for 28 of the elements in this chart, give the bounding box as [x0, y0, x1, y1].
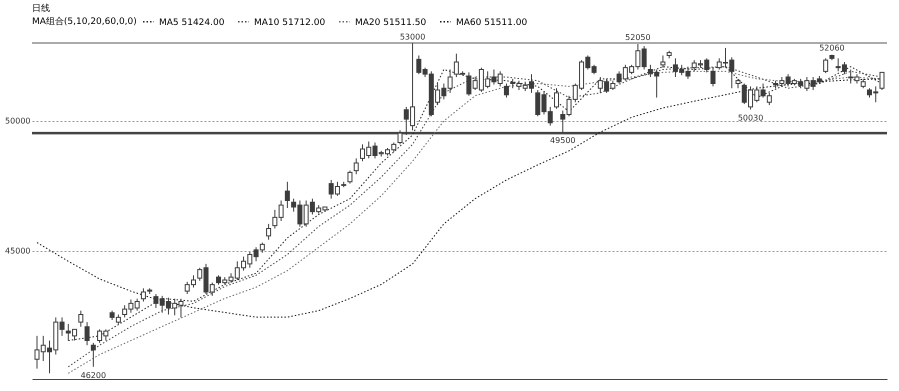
candlestick — [84, 322, 90, 346]
annotation: 52050 — [625, 33, 651, 42]
annotation: 46200 — [80, 370, 106, 380]
chart-title: 日线 — [32, 3, 50, 14]
candlestick — [140, 288, 146, 302]
candlestick — [354, 158, 359, 175]
line-series — [36, 78, 882, 318]
candlestick — [266, 223, 272, 240]
annotation: 53000 — [400, 32, 426, 42]
candlestick — [860, 78, 866, 89]
legend-title: MA组合(5,10,20,60,0,0) — [32, 16, 137, 27]
candlestick — [736, 78, 741, 89]
candlestick — [284, 181, 290, 209]
annotation: 49500 — [550, 136, 576, 146]
legend-label: MA60 51511.00 — [456, 18, 528, 28]
legend-label: MA5 51424.00 — [159, 18, 225, 28]
candlestick — [347, 170, 352, 184]
y-tick-label: 50000 — [5, 116, 30, 126]
annotation: 52060 — [819, 44, 845, 53]
candlestick — [554, 88, 560, 110]
candlestick — [823, 58, 828, 74]
y-tick-label: 45000 — [5, 246, 30, 256]
candlestick — [504, 83, 509, 98]
annotation: 50030 — [738, 114, 764, 123]
candlestick — [78, 310, 84, 328]
candlestick — [879, 72, 884, 91]
legend-label: MA20 51511.50 — [355, 18, 426, 28]
legend-label: MA10 51712.00 — [254, 18, 326, 28]
